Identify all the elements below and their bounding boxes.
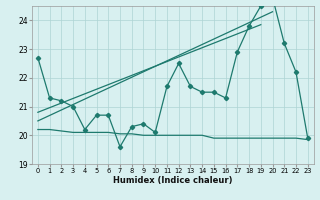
X-axis label: Humidex (Indice chaleur): Humidex (Indice chaleur) <box>113 176 233 185</box>
